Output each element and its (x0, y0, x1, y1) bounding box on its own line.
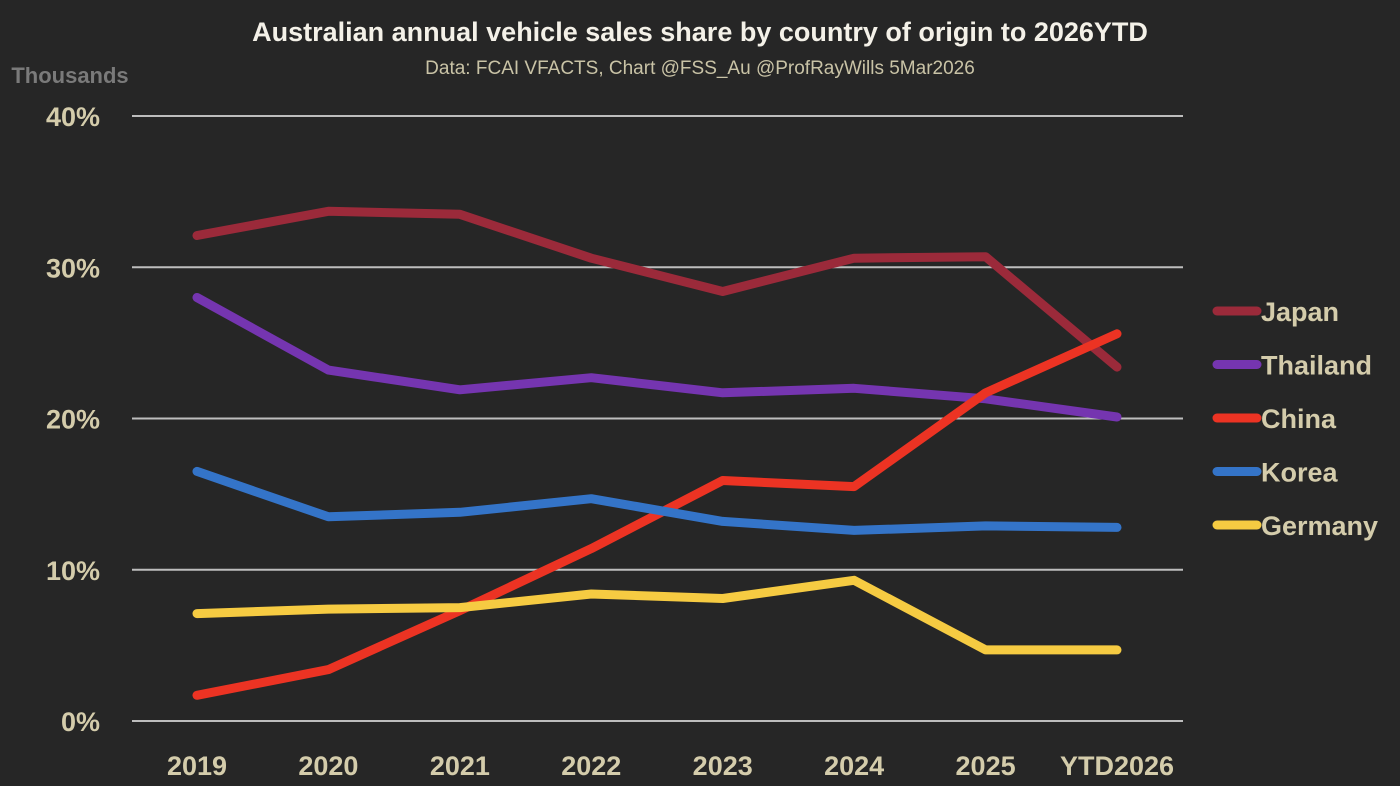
series-line-korea (192, 466, 1122, 535)
x-tick-label: 2023 (693, 751, 753, 781)
series-line-japan (192, 206, 1122, 372)
legend-label: Germany (1261, 511, 1378, 541)
legend-label: China (1261, 404, 1337, 434)
legend: Japan Thailand China Korea Germany (1212, 297, 1378, 541)
legend-label: Japan (1261, 297, 1339, 327)
y-tick-label: 10% (46, 556, 100, 586)
legend-item-japan: Japan (1212, 297, 1339, 327)
x-tick-label: YTD2026 (1060, 751, 1174, 781)
x-axis-ticks: 2019 2020 2021 2022 2023 2024 2025 YTD2026 (167, 751, 1174, 781)
unit-label: Thousands (11, 63, 128, 88)
chart-subtitle: Data: FCAI VFACTS, Chart @FSS_Au @ProfRa… (425, 58, 975, 79)
y-tick-label: 0% (61, 707, 100, 737)
y-tick-label: 40% (46, 102, 100, 132)
chart-title: Australian annual vehicle sales share by… (252, 17, 1148, 47)
x-tick-label: 2022 (561, 751, 621, 781)
legend-label: Korea (1261, 458, 1339, 488)
x-tick-label: 2021 (430, 751, 490, 781)
legend-item-germany: Germany (1212, 511, 1378, 541)
x-tick-label: 2020 (298, 751, 358, 781)
x-tick-label: 2024 (824, 751, 884, 781)
legend-item-thailand: Thailand (1212, 351, 1372, 381)
series-lines (192, 206, 1122, 700)
legend-item-china: China (1212, 404, 1337, 434)
y-tick-label: 20% (46, 405, 100, 435)
legend-label: Thailand (1261, 351, 1372, 381)
y-axis-ticks: 0% 10% 20% 30% 40% (46, 102, 100, 737)
series-line-thailand (192, 293, 1122, 422)
x-tick-label: 2025 (956, 751, 1016, 781)
legend-item-korea: Korea (1212, 458, 1339, 488)
series-line-germany (192, 575, 1122, 655)
gridlines (132, 115, 1183, 722)
y-tick-label: 30% (46, 253, 100, 283)
x-tick-label: 2019 (167, 751, 227, 781)
